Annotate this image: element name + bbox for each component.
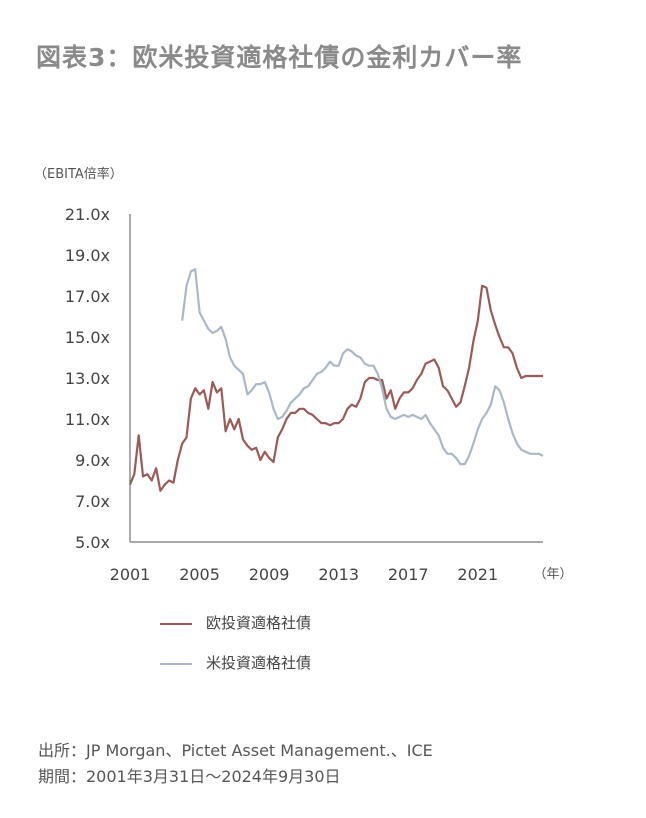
- y-tick-label: 21.0x: [65, 205, 110, 224]
- axes: [129, 214, 543, 543]
- x-tick-label: 2021: [457, 565, 498, 584]
- chart-title: 図表3：欧米投資適格社債の金利カバー率: [36, 43, 523, 72]
- legend-label-europe: 欧投資適格社債: [206, 614, 312, 632]
- y-tick-label: 11.0x: [65, 410, 110, 429]
- x-tick-label: 2013: [318, 565, 359, 584]
- y-tick-label: 15.0x: [65, 328, 110, 347]
- x-axis-unit-label: （年）: [533, 567, 572, 582]
- period-line: 期間：2001年3月31日～2024年9月30日: [38, 767, 341, 786]
- series-line-europe: [128, 284, 543, 492]
- series-line-us: [181, 268, 544, 466]
- series-lines: [128, 268, 544, 492]
- y-tick-label: 19.0x: [65, 246, 110, 265]
- y-tick-label: 13.0x: [65, 369, 110, 388]
- y-tick-label: 9.0x: [75, 451, 110, 470]
- legend-label-us: 米投資適格社債: [206, 654, 312, 672]
- source-note: 出所：JP Morgan、Pictet Asset Management.、IC…: [38, 738, 433, 790]
- x-tick-label: 2017: [388, 565, 429, 584]
- legend-swatch-us: [160, 662, 192, 665]
- x-tick-labels: 2001 2005 2009 2013 2017 2021: [110, 565, 499, 584]
- y-tick-label: 17.0x: [65, 287, 110, 306]
- legend-item-us: 米投資適格社債: [160, 652, 311, 673]
- y-tick-label: 7.0x: [75, 492, 110, 511]
- x-tick-label: 2009: [249, 565, 290, 584]
- legend-swatch-europe: [160, 622, 192, 625]
- source-line: 出所：JP Morgan、Pictet Asset Management.、IC…: [38, 741, 433, 760]
- y-axis-unit-label: （EBITA倍率）: [34, 167, 123, 182]
- x-tick-label: 2005: [179, 565, 220, 584]
- y-tick-labels: 5.0x 7.0x 9.0x 11.0x 13.0x 15.0x 17.0x 19.0x 21.…: [65, 205, 110, 552]
- x-tick-label: 2001: [110, 565, 151, 584]
- y-tick-label: 5.0x: [75, 533, 110, 552]
- legend-item-europe: 欧投資適格社債: [160, 612, 311, 633]
